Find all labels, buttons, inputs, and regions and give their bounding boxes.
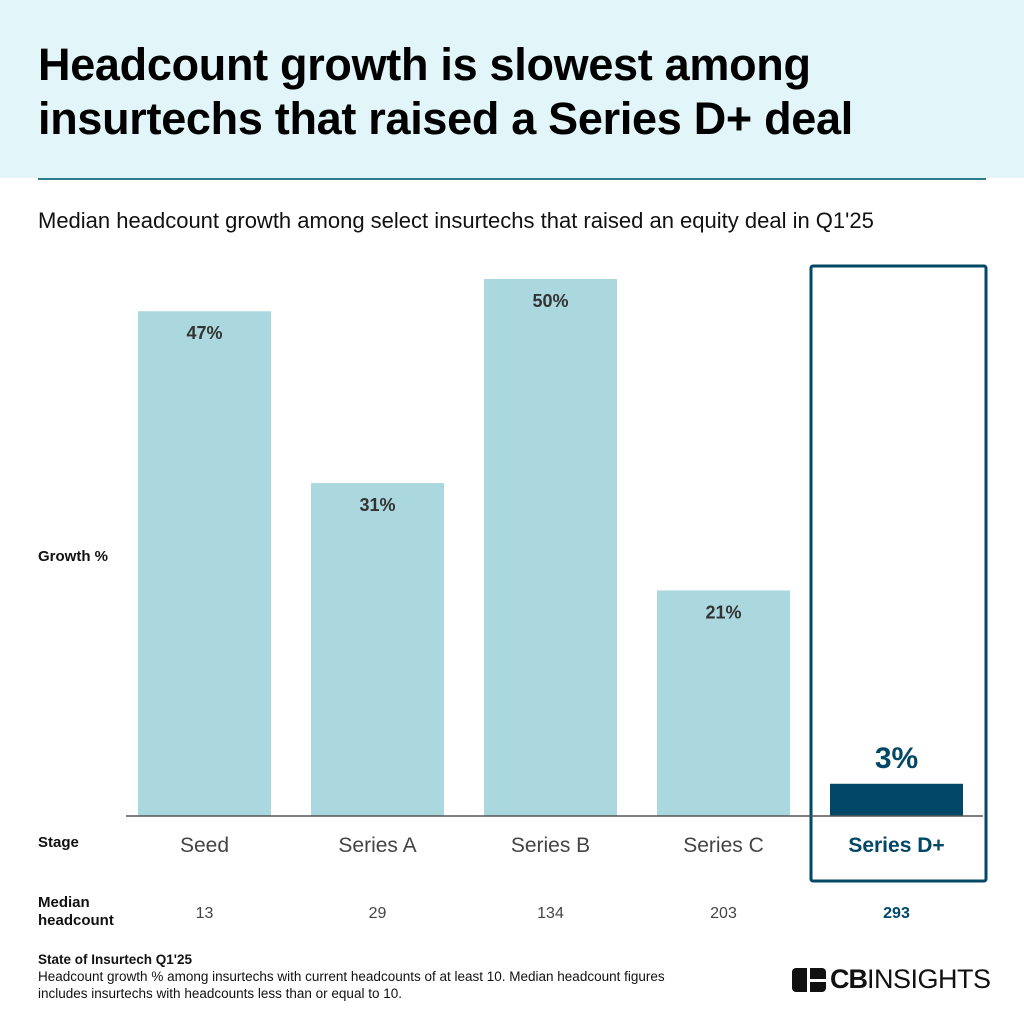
divider xyxy=(38,178,986,180)
median-headcount-value: 293 xyxy=(883,905,910,922)
median-headcount-value: 13 xyxy=(196,905,214,922)
bar-seed xyxy=(138,311,271,816)
chart-subtitle: Median headcount growth among select ins… xyxy=(38,208,874,233)
bar-series-c xyxy=(657,590,790,816)
median-label-line-2: headcount xyxy=(38,912,114,929)
data-label: 31% xyxy=(359,495,395,515)
logo-mark-icon xyxy=(792,967,826,992)
page-title: Headcount growth is slowest among insurt… xyxy=(38,38,853,146)
stage-label: Stage xyxy=(38,834,79,851)
median-headcount-value: 29 xyxy=(369,905,387,922)
footer-source: State of Insurtech Q1'25 xyxy=(38,952,193,967)
footer: State of Insurtech Q1'25 Headcount growt… xyxy=(38,951,665,1002)
title-line-1: Headcount growth is slowest among xyxy=(38,39,811,90)
bar-series-a xyxy=(311,483,444,816)
y-axis-label: Growth % xyxy=(38,548,108,565)
title-line-2: insurtechs that raised a Series D+ deal xyxy=(38,93,853,144)
median-headcount-label: Median headcount xyxy=(38,894,114,930)
footer-note-2: includes insurtechs with headcounts less… xyxy=(38,986,402,1001)
x-tick-label: Series A xyxy=(338,834,416,857)
median-headcount-value: 203 xyxy=(710,905,737,922)
median-label-line-1: Median xyxy=(38,894,90,911)
x-tick-label: Series B xyxy=(511,834,590,857)
bar-series-d- xyxy=(830,783,963,816)
highlight-box xyxy=(809,264,988,883)
data-label: 21% xyxy=(705,602,741,622)
median-headcount-value: 134 xyxy=(537,905,564,922)
data-label: 50% xyxy=(532,291,568,311)
data-label: 47% xyxy=(186,323,222,343)
x-tick-label: Series C xyxy=(683,834,764,857)
data-label: 3% xyxy=(875,742,918,775)
x-tick-label: Seed xyxy=(180,834,229,857)
cb-insights-logo: CB INSIGHTS xyxy=(792,964,991,995)
header-band xyxy=(0,0,1024,178)
x-tick-label: Series D+ xyxy=(848,834,944,857)
logo-text-bold: CB xyxy=(830,964,868,994)
logo-text-light: INSIGHTS xyxy=(867,964,991,994)
footer-note-1: Headcount growth % among insurtechs with… xyxy=(38,969,665,984)
bar-series-b xyxy=(484,279,617,816)
